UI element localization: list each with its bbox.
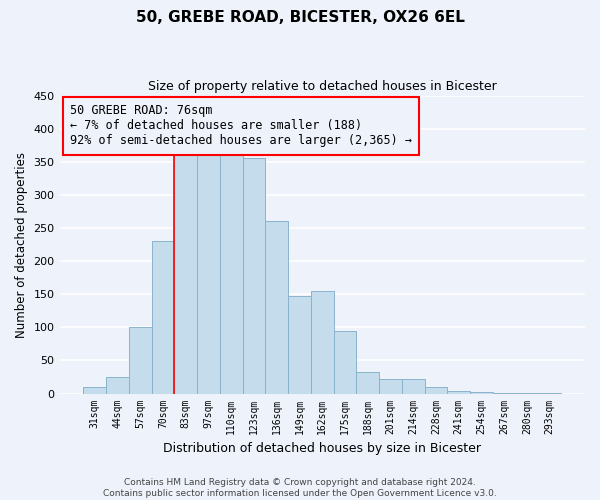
Y-axis label: Number of detached properties: Number of detached properties (15, 152, 28, 338)
Bar (288, 296, 311, 394)
Bar (197, 148, 220, 394)
Bar (470, 392, 493, 394)
Bar (83, 387, 106, 394)
Bar (129, 328, 152, 394)
Bar (311, 291, 334, 394)
Bar (356, 372, 379, 394)
Title: Size of property relative to detached houses in Bicester: Size of property relative to detached ho… (148, 80, 497, 93)
Bar (175, 152, 197, 394)
Bar (242, 158, 265, 394)
X-axis label: Distribution of detached houses by size in Bicester: Distribution of detached houses by size … (163, 442, 481, 455)
Bar (493, 393, 515, 394)
Text: Contains HM Land Registry data © Crown copyright and database right 2024.
Contai: Contains HM Land Registry data © Crown c… (103, 478, 497, 498)
Bar (106, 377, 129, 394)
Bar (152, 241, 175, 394)
Bar (448, 391, 470, 394)
Bar (425, 387, 448, 394)
Bar (220, 145, 242, 394)
Bar (334, 330, 356, 394)
Text: 50 GREBE ROAD: 76sqm
← 7% of detached houses are smaller (188)
92% of semi-detac: 50 GREBE ROAD: 76sqm ← 7% of detached ho… (70, 104, 412, 148)
Bar (379, 379, 402, 394)
Text: 50, GREBE ROAD, BICESTER, OX26 6EL: 50, GREBE ROAD, BICESTER, OX26 6EL (136, 10, 464, 25)
Bar (515, 393, 538, 394)
Bar (538, 393, 561, 394)
Bar (265, 222, 288, 394)
Bar (402, 379, 425, 394)
